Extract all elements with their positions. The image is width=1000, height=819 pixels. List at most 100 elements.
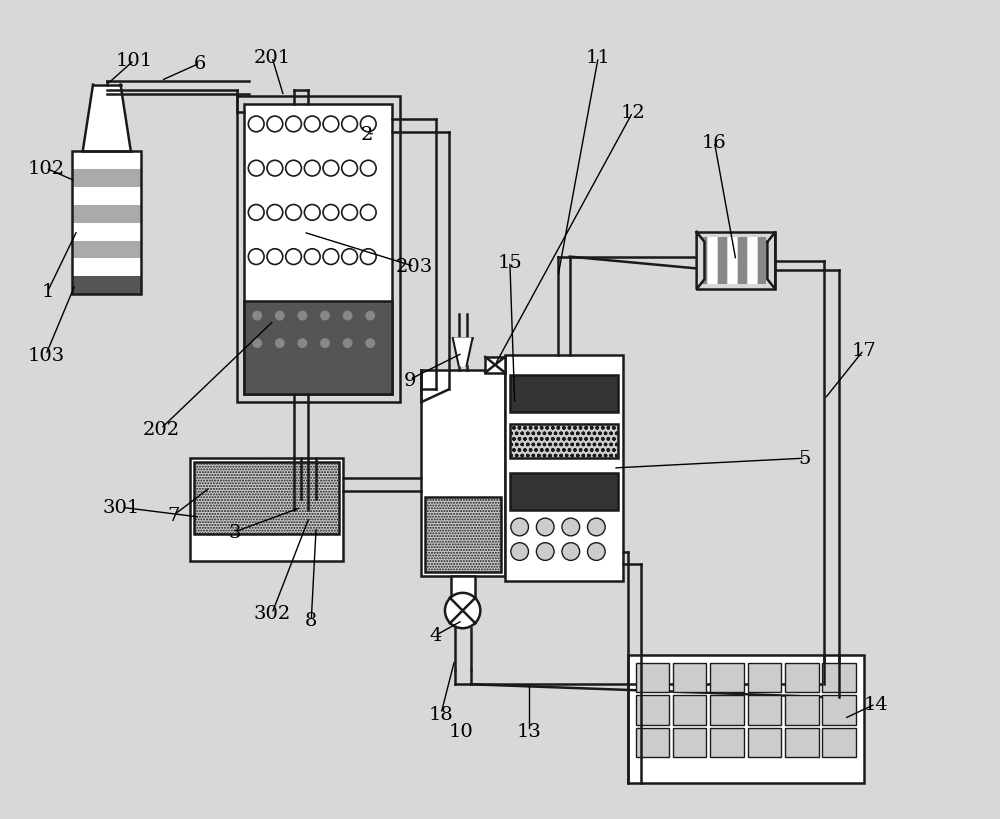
Bar [628, 655, 864, 783]
Text: 201: 201 [253, 49, 290, 67]
Circle shape [323, 161, 339, 177]
Bar [699, 238, 707, 285]
Circle shape [323, 117, 339, 133]
Text: 16: 16 [702, 133, 727, 152]
Bar [710, 727, 744, 757]
Text: 12: 12 [620, 104, 645, 122]
Text: 7: 7 [167, 507, 180, 524]
Circle shape [252, 311, 262, 321]
Polygon shape [767, 233, 775, 290]
Circle shape [248, 206, 264, 221]
Bar [72, 152, 141, 170]
Text: 8: 8 [305, 612, 317, 630]
Text: 9: 9 [403, 371, 416, 389]
Bar [636, 695, 669, 725]
Text: 103: 103 [27, 346, 64, 364]
Circle shape [286, 117, 301, 133]
Bar [72, 242, 141, 259]
Bar [451, 577, 475, 611]
Bar [190, 459, 343, 562]
Bar [673, 727, 706, 757]
Bar [72, 188, 141, 206]
Bar [708, 238, 717, 285]
Circle shape [562, 543, 580, 561]
Bar [822, 695, 856, 725]
Text: 15: 15 [497, 253, 522, 271]
Text: 4: 4 [430, 627, 442, 645]
Circle shape [342, 250, 357, 265]
Circle shape [587, 543, 605, 561]
Bar [748, 663, 781, 692]
Circle shape [267, 161, 283, 177]
Bar [636, 727, 669, 757]
Circle shape [304, 250, 320, 265]
Bar [785, 663, 819, 692]
Circle shape [323, 206, 339, 221]
Circle shape [343, 339, 353, 349]
Bar [748, 238, 757, 285]
Bar [510, 424, 618, 459]
Text: 10: 10 [448, 722, 473, 740]
Circle shape [304, 206, 320, 221]
Text: 6: 6 [194, 55, 206, 73]
Bar [710, 695, 744, 725]
Polygon shape [453, 339, 472, 366]
Bar [72, 259, 141, 277]
Bar [738, 238, 747, 285]
Circle shape [323, 250, 339, 265]
Bar [785, 695, 819, 725]
Bar [244, 301, 392, 395]
Circle shape [320, 311, 330, 321]
Text: 102: 102 [27, 160, 64, 178]
Circle shape [267, 117, 283, 133]
Bar [244, 105, 392, 395]
Text: 202: 202 [142, 420, 179, 438]
Circle shape [536, 543, 554, 561]
Circle shape [360, 161, 376, 177]
Text: 3: 3 [228, 523, 241, 541]
Circle shape [511, 518, 529, 536]
Circle shape [304, 117, 320, 133]
Bar [505, 355, 623, 581]
Bar [822, 727, 856, 757]
Circle shape [511, 543, 529, 561]
Text: 17: 17 [851, 342, 876, 360]
Bar [421, 370, 505, 577]
Circle shape [365, 311, 375, 321]
Circle shape [360, 206, 376, 221]
Circle shape [297, 311, 307, 321]
Circle shape [267, 250, 283, 265]
Text: 2: 2 [361, 125, 373, 143]
Bar [785, 727, 819, 757]
Text: 302: 302 [253, 604, 291, 622]
Circle shape [360, 117, 376, 133]
Bar [72, 277, 141, 295]
Text: 14: 14 [863, 695, 888, 713]
Circle shape [248, 161, 264, 177]
Circle shape [342, 161, 357, 177]
Circle shape [343, 311, 353, 321]
Text: 13: 13 [517, 722, 542, 740]
Bar [485, 357, 505, 373]
Circle shape [286, 161, 301, 177]
Circle shape [342, 206, 357, 221]
Circle shape [275, 339, 285, 349]
Circle shape [445, 593, 480, 628]
Bar [72, 152, 141, 295]
Text: 5: 5 [799, 450, 811, 468]
Bar [673, 663, 706, 692]
Text: 1: 1 [42, 283, 54, 301]
Circle shape [252, 339, 262, 349]
Circle shape [536, 518, 554, 536]
Polygon shape [83, 85, 131, 152]
Bar [72, 170, 141, 188]
Circle shape [267, 206, 283, 221]
Polygon shape [697, 233, 704, 290]
Circle shape [562, 518, 580, 536]
Text: 11: 11 [586, 49, 611, 67]
Text: 18: 18 [429, 705, 453, 723]
Bar [72, 224, 141, 242]
Bar [673, 695, 706, 725]
Bar [728, 238, 737, 285]
Circle shape [304, 161, 320, 177]
